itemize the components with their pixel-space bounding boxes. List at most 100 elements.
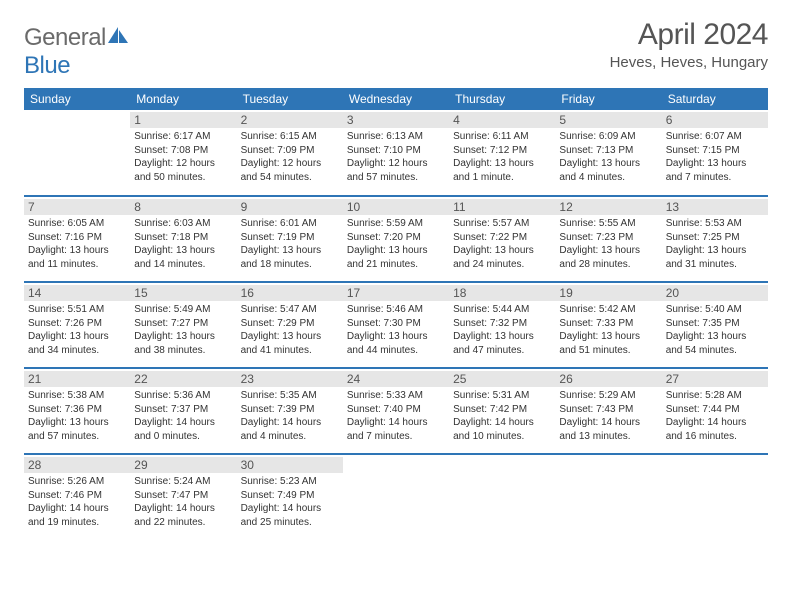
calendar-day-cell: 1 Sunrise: 6:17 AMSunset: 7:08 PMDaylight… <box>130 110 236 196</box>
calendar-day-cell: 13 Sunrise: 5:53 AMSunset: 7:25 PMDayligh… <box>662 196 768 282</box>
title-block: April 2024 Heves, Heves, Hungary <box>610 18 768 71</box>
day-info: Sunrise: 5:51 AMSunset: 7:26 PMDaylight:… <box>28 303 126 357</box>
weekday-header: Tuesday <box>237 88 343 110</box>
day-info: Sunrise: 6:03 AMSunset: 7:18 PMDaylight:… <box>134 217 232 271</box>
calendar-day-cell: 19Sunrise: 5:42 AMSunset: 7:33 PMDayligh… <box>555 282 661 368</box>
day-number: 29 <box>130 457 236 473</box>
day-number: 8 <box>130 199 236 215</box>
day-number: 9 <box>237 199 343 215</box>
brand-part1: General <box>24 24 106 51</box>
calendar-day-cell: 27Sunrise: 5:28 AMSunset: 7:44 PMDayligh… <box>662 368 768 454</box>
day-number: 5 <box>555 112 661 128</box>
day-info: Sunrise: 5:44 AMSunset: 7:32 PMDaylight:… <box>453 303 551 357</box>
day-info: Sunrise: 6:01 AMSunset: 7:19 PMDaylight:… <box>241 217 339 271</box>
calendar-day-cell: 26 Sunrise: 5:29 AMSunset: 7:43 PMDayligh… <box>555 368 661 454</box>
day-number: 2 <box>237 112 343 128</box>
brand-logo: GeneralBlue <box>24 24 130 80</box>
day-info: Sunrise: 5:59 AMSunset: 7:20 PMDaylight:… <box>347 217 445 271</box>
header: GeneralBlue April 2024 Heves, Heves, Hun… <box>24 18 768 80</box>
calendar-day-cell <box>24 110 130 196</box>
day-info: Sunrise: 6:13 AMSunset: 7:10 PMDaylight:… <box>347 130 445 184</box>
calendar-day-cell: 7 Sunrise: 6:05 AMSunset: 7:16 PMDaylight… <box>24 196 130 282</box>
calendar-body: 1 Sunrise: 6:17 AMSunset: 7:08 PMDaylight… <box>24 110 768 540</box>
day-number: 3 <box>343 112 449 128</box>
day-info: Sunrise: 5:36 AMSunset: 7:37 PMDaylight:… <box>134 389 232 443</box>
day-info: Sunrise: 5:35 AMSunset: 7:39 PMDaylight:… <box>241 389 339 443</box>
calendar-day-cell: 18 Sunrise: 5:44 AMSunset: 7:32 PMDayligh… <box>449 282 555 368</box>
day-number: 30 <box>237 457 343 473</box>
calendar-week-row: 7 Sunrise: 6:05 AMSunset: 7:16 PMDaylight… <box>24 196 768 282</box>
day-number: 24 <box>343 371 449 387</box>
day-number: 27 <box>662 371 768 387</box>
day-info: Sunrise: 5:53 AMSunset: 7:25 PMDaylight:… <box>666 217 764 271</box>
calendar-week-row: 21 Sunrise: 5:38 AMSunset: 7:36 PMDayligh… <box>24 368 768 454</box>
day-info: Sunrise: 6:17 AMSunset: 7:08 PMDaylight:… <box>134 130 232 184</box>
calendar-day-cell: 15 Sunrise: 5:49 AMSunset: 7:27 PMDayligh… <box>130 282 236 368</box>
day-info: Sunrise: 6:05 AMSunset: 7:16 PMDaylight:… <box>28 217 126 271</box>
day-number: 20 <box>662 285 768 301</box>
day-number: 22 <box>130 371 236 387</box>
calendar-day-cell: 2 Sunrise: 6:15 AMSunset: 7:09 PMDaylight… <box>237 110 343 196</box>
day-info: Sunrise: 5:29 AMSunset: 7:43 PMDaylight:… <box>559 389 657 443</box>
day-info: Sunrise: 5:38 AMSunset: 7:36 PMDaylight:… <box>28 389 126 443</box>
calendar-day-cell: 4 Sunrise: 6:11 AMSunset: 7:12 PMDaylight… <box>449 110 555 196</box>
day-number: 14 <box>24 285 130 301</box>
calendar-table: SundayMondayTuesdayWednesdayThursdayFrid… <box>24 88 768 540</box>
calendar-day-cell: 10Sunrise: 5:59 AMSunset: 7:20 PMDayligh… <box>343 196 449 282</box>
day-number: 7 <box>24 199 130 215</box>
sail-icon <box>108 24 130 51</box>
day-number: 19 <box>555 285 661 301</box>
weekday-header: Thursday <box>449 88 555 110</box>
day-info: Sunrise: 5:57 AMSunset: 7:22 PMDaylight:… <box>453 217 551 271</box>
calendar-day-cell: 30 Sunrise: 5:23 AMSunset: 7:49 PMDayligh… <box>237 454 343 540</box>
calendar-day-cell: 5 Sunrise: 6:09 AMSunset: 7:13 PMDaylight… <box>555 110 661 196</box>
calendar-day-cell: 28Sunrise: 5:26 AMSunset: 7:46 PMDayligh… <box>24 454 130 540</box>
brand-text: GeneralBlue <box>24 24 130 80</box>
day-number: 1 <box>130 112 236 128</box>
calendar-day-cell <box>449 454 555 540</box>
day-info: Sunrise: 5:33 AMSunset: 7:40 PMDaylight:… <box>347 389 445 443</box>
calendar-week-row: 28Sunrise: 5:26 AMSunset: 7:46 PMDayligh… <box>24 454 768 540</box>
day-number: 4 <box>449 112 555 128</box>
day-info: Sunrise: 5:23 AMSunset: 7:49 PMDaylight:… <box>241 475 339 529</box>
day-number: 6 <box>662 112 768 128</box>
calendar-day-cell: 9 Sunrise: 6:01 AMSunset: 7:19 PMDaylight… <box>237 196 343 282</box>
calendar-day-cell: 24 Sunrise: 5:33 AMSunset: 7:40 PMDayligh… <box>343 368 449 454</box>
day-info: Sunrise: 5:49 AMSunset: 7:27 PMDaylight:… <box>134 303 232 357</box>
weekday-header-row: SundayMondayTuesdayWednesdayThursdayFrid… <box>24 88 768 110</box>
day-number: 15 <box>130 285 236 301</box>
day-info: Sunrise: 6:09 AMSunset: 7:13 PMDaylight:… <box>559 130 657 184</box>
day-number: 16 <box>237 285 343 301</box>
day-info: Sunrise: 5:31 AMSunset: 7:42 PMDaylight:… <box>453 389 551 443</box>
calendar-day-cell: 6 Sunrise: 6:07 AMSunset: 7:15 PMDaylight… <box>662 110 768 196</box>
day-info: Sunrise: 5:55 AMSunset: 7:23 PMDaylight:… <box>559 217 657 271</box>
day-info: Sunrise: 6:07 AMSunset: 7:15 PMDaylight:… <box>666 130 764 184</box>
day-info: Sunrise: 5:26 AMSunset: 7:46 PMDaylight:… <box>28 475 126 529</box>
day-number: 18 <box>449 285 555 301</box>
day-number: 26 <box>555 371 661 387</box>
calendar-day-cell: 20 Sunrise: 5:40 AMSunset: 7:35 PMDayligh… <box>662 282 768 368</box>
calendar-day-cell: 23Sunrise: 5:35 AMSunset: 7:39 PMDayligh… <box>237 368 343 454</box>
weekday-header: Saturday <box>662 88 768 110</box>
day-info: Sunrise: 5:46 AMSunset: 7:30 PMDaylight:… <box>347 303 445 357</box>
calendar-day-cell: 16Sunrise: 5:47 AMSunset: 7:29 PMDayligh… <box>237 282 343 368</box>
calendar-day-cell: 12 Sunrise: 5:55 AMSunset: 7:23 PMDayligh… <box>555 196 661 282</box>
calendar-week-row: 14 Sunrise: 5:51 AMSunset: 7:26 PMDayligh… <box>24 282 768 368</box>
day-number: 21 <box>24 371 130 387</box>
day-info: Sunrise: 6:11 AMSunset: 7:12 PMDaylight:… <box>453 130 551 184</box>
day-number: 13 <box>662 199 768 215</box>
calendar-day-cell: 25Sunrise: 5:31 AMSunset: 7:42 PMDayligh… <box>449 368 555 454</box>
weekday-header: Sunday <box>24 88 130 110</box>
calendar-week-row: 1 Sunrise: 6:17 AMSunset: 7:08 PMDaylight… <box>24 110 768 196</box>
day-info: Sunrise: 6:15 AMSunset: 7:09 PMDaylight:… <box>241 130 339 184</box>
calendar-day-cell: 22 Sunrise: 5:36 AMSunset: 7:37 PMDayligh… <box>130 368 236 454</box>
day-number: 12 <box>555 199 661 215</box>
calendar-day-cell: 21 Sunrise: 5:38 AMSunset: 7:36 PMDayligh… <box>24 368 130 454</box>
weekday-header: Monday <box>130 88 236 110</box>
calendar-day-cell <box>555 454 661 540</box>
calendar-day-cell <box>343 454 449 540</box>
calendar-day-cell: 29Sunrise: 5:24 AMSunset: 7:47 PMDayligh… <box>130 454 236 540</box>
day-info: Sunrise: 5:40 AMSunset: 7:35 PMDaylight:… <box>666 303 764 357</box>
calendar-day-cell: 17Sunrise: 5:46 AMSunset: 7:30 PMDayligh… <box>343 282 449 368</box>
calendar-day-cell <box>662 454 768 540</box>
